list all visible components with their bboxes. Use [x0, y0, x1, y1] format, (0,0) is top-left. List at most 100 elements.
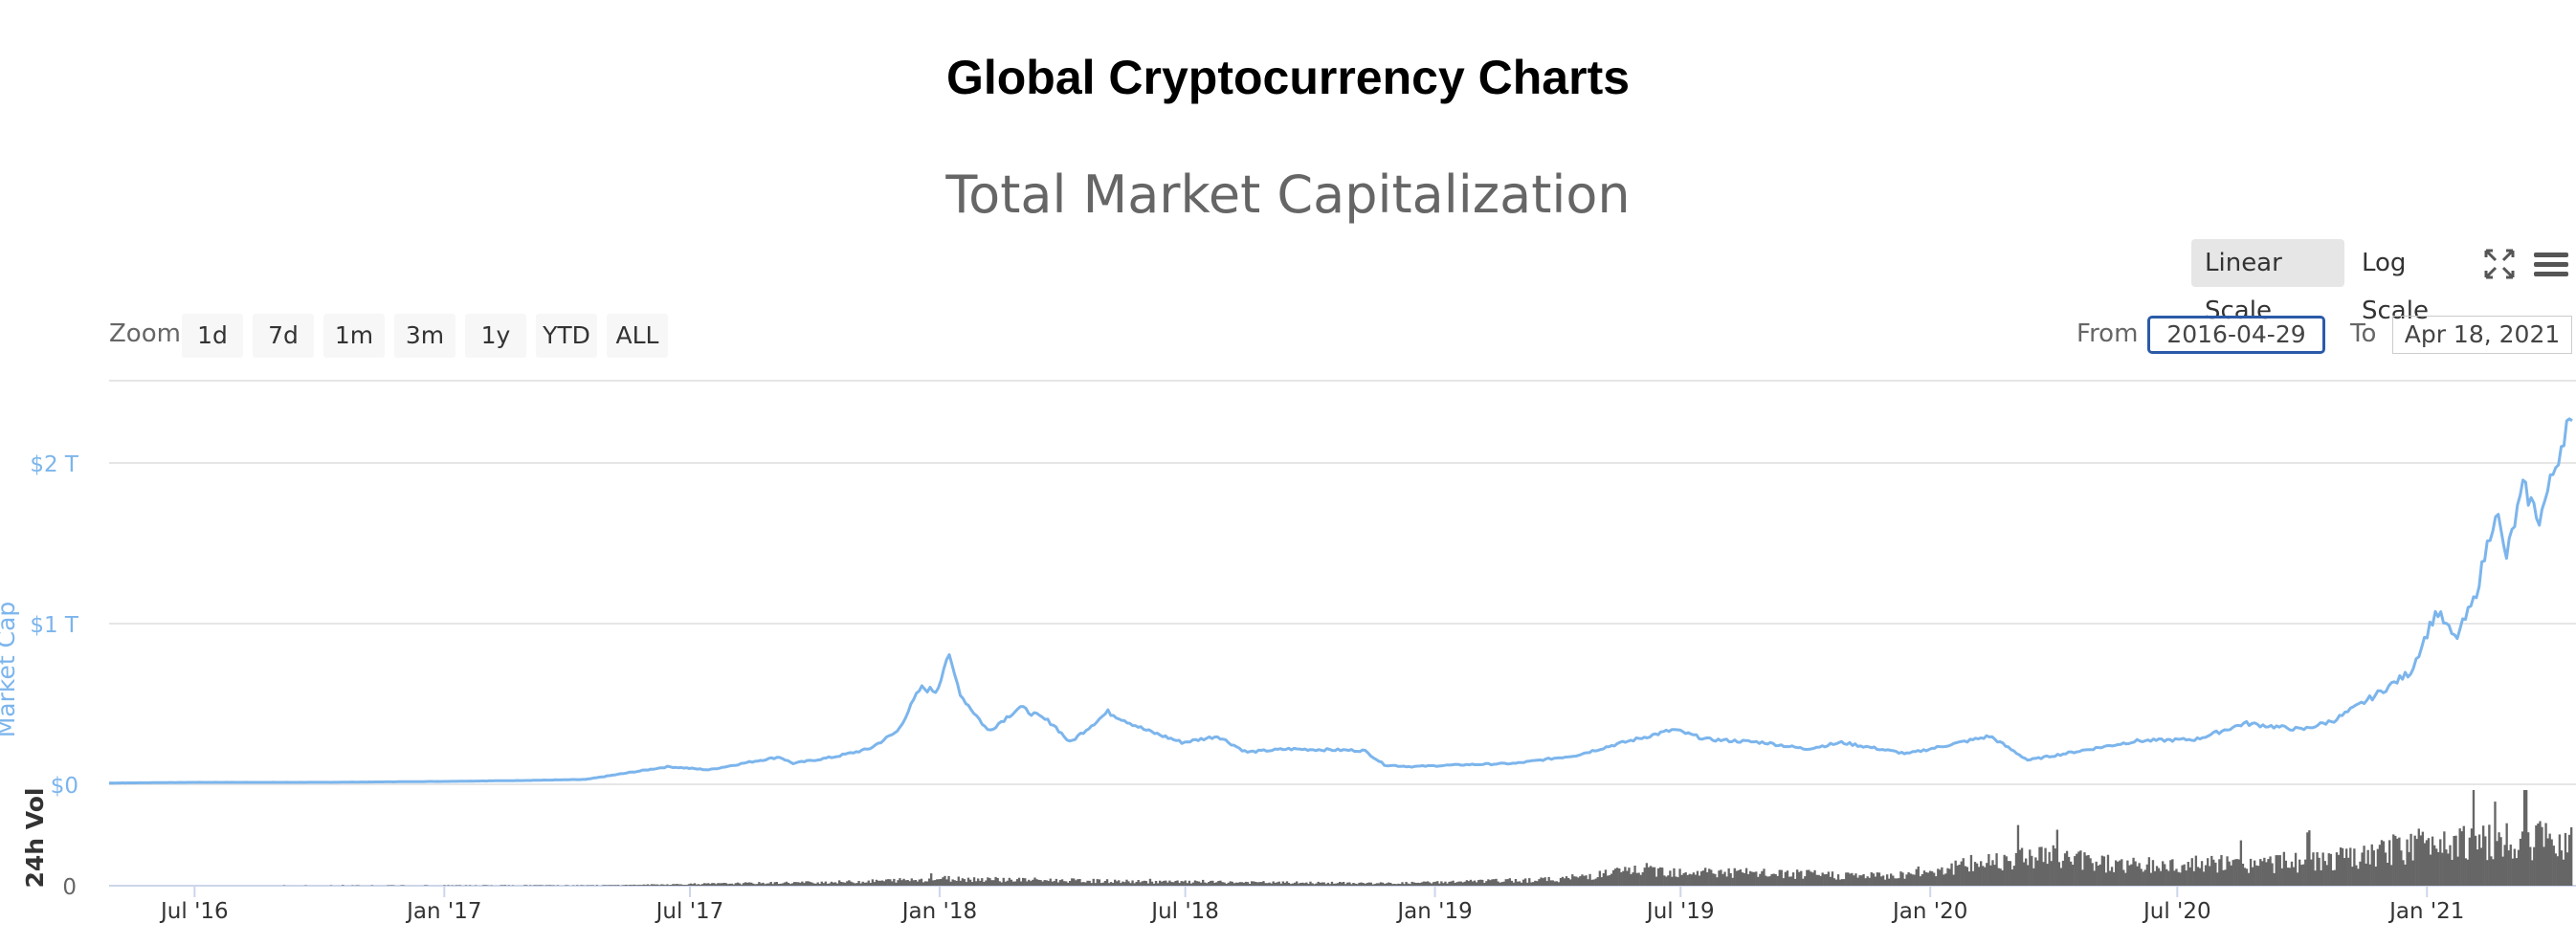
volume-bar: [2196, 867, 2200, 886]
volume-bar: [828, 883, 832, 886]
volume-bar: [897, 880, 899, 886]
zoom-all-button[interactable]: ALL: [607, 314, 668, 358]
zoom-7d-button[interactable]: 7d: [253, 314, 314, 358]
volume-bar: [1817, 874, 1820, 886]
volume-bar: [1133, 883, 1136, 886]
volume-bar: [904, 880, 907, 886]
volume-bar: [1823, 874, 1826, 886]
volume-bar: [576, 885, 579, 886]
volume-bar: [2081, 869, 2084, 886]
volume-bar: [1654, 876, 1658, 886]
volume-bar: [1538, 879, 1541, 886]
volume-bar: [1188, 880, 1191, 886]
linear-scale-button[interactable]: Linear Scale: [2191, 239, 2344, 325]
volume-bar: [2259, 859, 2262, 886]
volume-bar: [970, 882, 974, 886]
volume-bar: [781, 883, 785, 886]
volume-bar: [2427, 838, 2431, 886]
volume-bar: [1587, 879, 1589, 886]
volume-bar: [1986, 863, 1988, 886]
volume-bar: [634, 885, 637, 886]
volume-bar: [636, 885, 639, 886]
volume-bar: [1903, 878, 1906, 886]
volume-bar: [595, 885, 599, 886]
volume-bar: [1431, 883, 1433, 886]
fullscreen-icon[interactable]: [2478, 243, 2520, 285]
volume-bar: [2349, 847, 2352, 886]
volume-bar: [640, 885, 644, 886]
volume-bar: [2441, 852, 2444, 886]
to-date-input[interactable]: Apr 18, 2021: [2392, 316, 2572, 354]
volume-bar: [2552, 846, 2555, 886]
volume-bar: [2443, 831, 2446, 886]
volume-bar: [691, 884, 695, 886]
volume-bar: [944, 875, 946, 886]
volume-bar: [2490, 856, 2493, 886]
volume-bar: [861, 881, 864, 886]
volume-bar: [1289, 884, 1293, 886]
volume-bar: [842, 882, 845, 886]
volume-bar: [783, 882, 787, 886]
volume-bar: [932, 880, 935, 886]
volume-bar: [1125, 879, 1128, 886]
volume-bar: [2271, 863, 2274, 886]
zoom-1y-button[interactable]: 1y: [465, 314, 526, 358]
volume-bar: [2108, 870, 2112, 886]
volume-bar: [1086, 880, 1089, 886]
volume-bar: [895, 882, 898, 886]
log-scale-button[interactable]: Log Scale: [2362, 249, 2429, 325]
volume-bar: [1341, 882, 1344, 886]
from-date-input[interactable]: 2016-04-29: [2147, 316, 2325, 354]
volume-bar: [2124, 872, 2127, 886]
volume-bar: [1614, 868, 1617, 886]
zoom-3m-button[interactable]: 3m: [394, 314, 455, 358]
volume-bar: [2539, 821, 2542, 886]
volume-bar: [2245, 868, 2249, 886]
volume-axis-title: 24h Vol: [21, 787, 49, 888]
volume-bar: [1268, 882, 1271, 886]
volume-bar: [658, 885, 661, 886]
zoom-1d-button[interactable]: 1d: [182, 314, 243, 358]
volume-bar: [2055, 829, 2059, 886]
volume-bar: [2392, 834, 2395, 886]
volume-bar: [1585, 875, 1588, 886]
volume-bar: [1301, 882, 1304, 886]
volume-bar: [2046, 864, 2049, 886]
volume-bar: [2089, 858, 2092, 886]
volume-bar: [1504, 879, 1507, 886]
volume-bar: [1249, 884, 1252, 886]
volume-bar: [994, 876, 997, 886]
volume-bar: [2323, 861, 2326, 886]
volume-bar: [662, 884, 665, 886]
volume-bar: [2453, 836, 2455, 886]
volume-bar: [762, 882, 765, 886]
volume-bar: [591, 885, 594, 886]
volume-bar: [1112, 883, 1115, 886]
volume-bar: [1575, 876, 1578, 886]
volume-bar: [1067, 882, 1070, 886]
x-tick-label: Jul '16: [159, 899, 229, 924]
volume-bar: [1980, 861, 1983, 886]
zoom-1m-button[interactable]: 1m: [323, 314, 385, 358]
volume-bar: [537, 885, 540, 886]
volume-bar: [660, 884, 663, 886]
zoom-ytd-button[interactable]: YTD: [536, 314, 597, 358]
volume-bar: [1883, 879, 1887, 886]
volume-bar: [1675, 876, 1677, 886]
volume-bar: [1780, 869, 1783, 886]
volume-bar: [1008, 877, 1011, 886]
volume-bar: [812, 883, 815, 886]
volume-bar: [1362, 883, 1365, 886]
volume-bar: [1720, 869, 1722, 886]
volume-bar: [983, 882, 986, 886]
volume-bar: [683, 885, 686, 886]
volume-bar: [1166, 882, 1169, 886]
volume-bar: [2511, 858, 2515, 886]
volume-bar: [2505, 823, 2508, 886]
hamburger-menu-icon[interactable]: [2530, 243, 2572, 285]
volume-bar: [541, 885, 544, 886]
volume-bar: [2325, 865, 2328, 886]
volume-bar: [1941, 867, 1943, 886]
volume-bar: [1847, 872, 1850, 886]
volume-bar: [1731, 877, 1734, 886]
